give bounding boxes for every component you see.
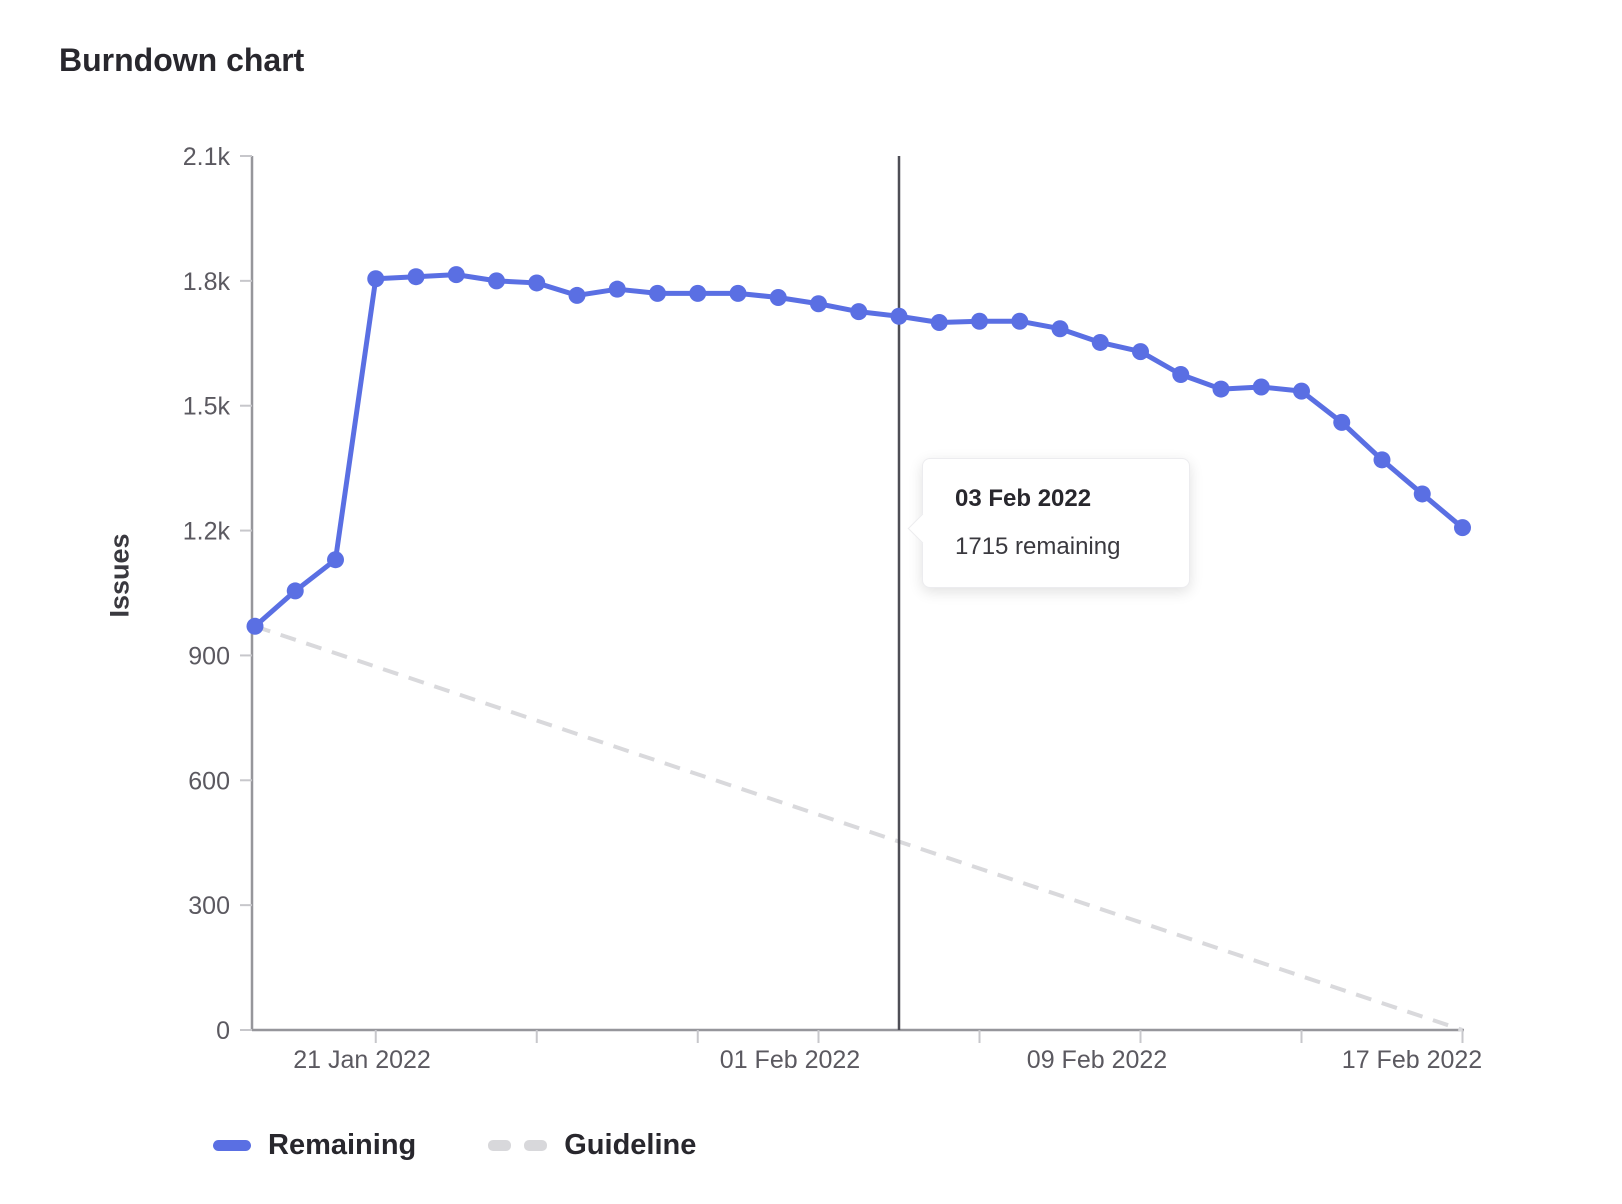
chart-tooltip: 03 Feb 2022 1715 remaining — [907, 458, 1190, 588]
legend-label-guideline: Guideline — [564, 1129, 697, 1161]
data-point[interactable] — [608, 280, 626, 298]
data-point[interactable] — [1333, 413, 1351, 431]
data-point[interactable] — [1011, 312, 1029, 330]
data-point[interactable] — [850, 303, 868, 321]
data-point[interactable] — [971, 312, 988, 330]
data-point[interactable] — [286, 582, 304, 600]
data-point[interactable] — [1373, 451, 1391, 469]
data-point[interactable] — [930, 313, 948, 331]
legend-label-remaining: Remaining — [268, 1129, 417, 1161]
data-point[interactable] — [1091, 333, 1109, 351]
guideline-dash-2 — [524, 1140, 548, 1151]
y-axis-tick-label: 1.2k — [183, 518, 231, 546]
data-point[interactable] — [1051, 320, 1069, 338]
x-axis-tick-label: 17 Feb 2022 — [1342, 1046, 1482, 1074]
data-point[interactable] — [246, 617, 264, 635]
y-axis-tick-label: 1.5k — [183, 393, 231, 421]
data-point[interactable] — [769, 289, 787, 307]
data-point[interactable] — [1132, 343, 1149, 361]
y-axis-tick-label: 300 — [188, 892, 230, 920]
page-title: Burndown chart — [59, 42, 305, 78]
remaining-line — [252, 272, 1465, 629]
data-point[interactable] — [1252, 378, 1270, 396]
data-point[interactable] — [447, 266, 465, 284]
legend-item-guideline[interactable]: Guideline — [488, 1129, 696, 1162]
data-point[interactable] — [367, 270, 385, 288]
data-point[interactable] — [1454, 519, 1471, 537]
x-axis-tick-label: 09 Feb 2022 — [1027, 1046, 1167, 1074]
tooltip-date: 03 Feb 2022 — [955, 485, 1092, 512]
tooltip-remaining-value: 1715 remaining — [955, 533, 1121, 560]
data-point[interactable] — [327, 551, 344, 569]
data-point[interactable] — [528, 274, 546, 292]
data-point[interactable] — [407, 268, 425, 286]
chart-legend: Remaining Guideline — [213, 1129, 696, 1162]
data-point[interactable] — [568, 286, 586, 304]
guideline-line — [254, 624, 1464, 1032]
data-point[interactable] — [1413, 485, 1431, 503]
data-point[interactable] — [810, 295, 827, 313]
data-point[interactable] — [1212, 380, 1230, 398]
x-axis-tick-label: 01 Feb 2022 — [720, 1046, 860, 1074]
y-axis-tick-label: 600 — [188, 767, 230, 795]
data-point[interactable] — [1172, 366, 1190, 383]
data-point[interactable] — [649, 284, 666, 302]
data-point[interactable] — [689, 284, 707, 302]
y-axis-tick-label: 900 — [188, 642, 230, 670]
guideline-dash-1 — [488, 1140, 512, 1151]
y-axis-tick-label: 1.8k — [183, 268, 231, 296]
x-axis-tick-label: 21 Jan 2022 — [293, 1046, 431, 1074]
remaining-line-swatch-icon — [213, 1140, 251, 1151]
legend-item-remaining[interactable]: Remaining — [213, 1129, 416, 1162]
data-point[interactable] — [1293, 382, 1310, 400]
data-point[interactable] — [729, 284, 747, 302]
y-axis-tick-label: 2.1k — [183, 143, 231, 171]
data-point[interactable] — [488, 272, 505, 290]
guideline-dash-swatch-icon — [488, 1140, 548, 1151]
data-point[interactable] — [890, 307, 908, 325]
y-axis-tick-label: 0 — [216, 1017, 230, 1045]
